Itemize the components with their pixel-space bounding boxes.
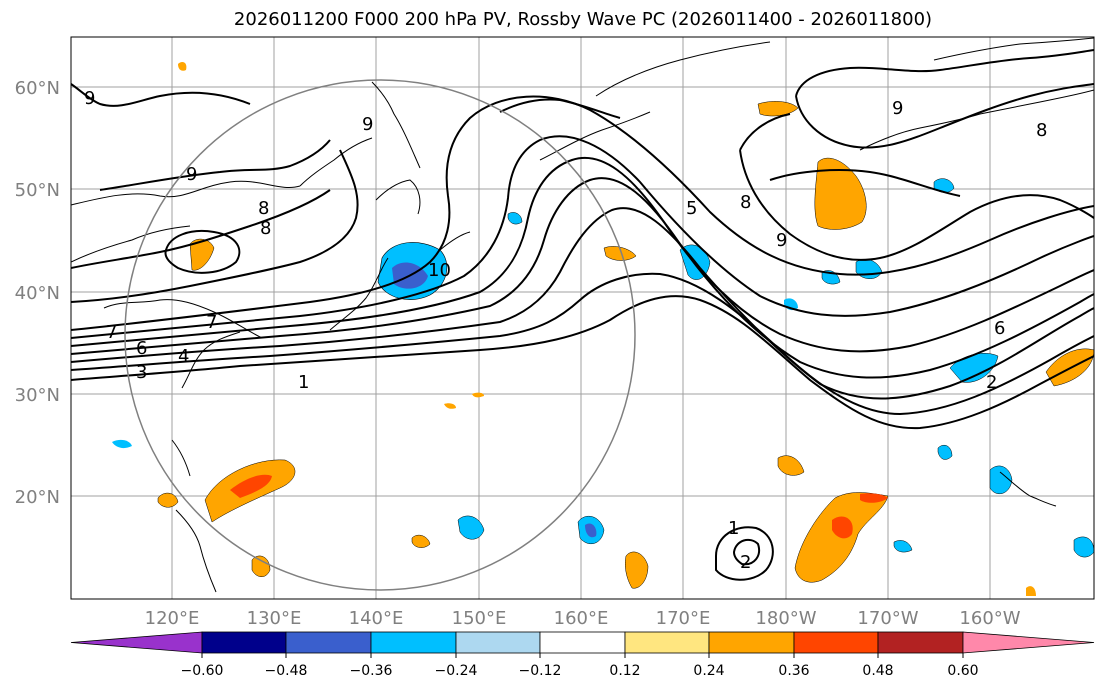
- contour-label: 9: [362, 114, 373, 135]
- contour-label: 9: [84, 88, 95, 109]
- lon-label: 140°E: [349, 608, 404, 629]
- longitude-labels: 120°E 130°E 140°E 150°E 160°E 170°E 180°…: [145, 608, 1021, 629]
- pos-anomaly-9: [603, 246, 637, 261]
- reference-circle: [124, 79, 636, 591]
- colorbar-label: −0.24: [435, 663, 478, 679]
- colorbar-segment: [708, 631, 795, 654]
- lon-label: 120°E: [145, 608, 200, 629]
- colorbar-segment: [370, 631, 457, 654]
- lat-label: 40°N: [15, 283, 60, 304]
- pos-anomaly-3: [814, 157, 867, 230]
- neg-anomaly-4: [457, 515, 485, 540]
- pos-anomaly-10: [251, 555, 271, 577]
- lon-label: 130°E: [247, 608, 302, 629]
- contour-label: 9: [186, 164, 197, 185]
- colorbar-label: 0.24: [693, 663, 724, 679]
- neg-anomaly-10: [507, 212, 523, 225]
- pos-anomaly-2-core: [832, 516, 853, 539]
- latitude-labels: 60°N 50°N 40°N 30°N 20°N: [15, 78, 60, 508]
- colorbar: −0.60 −0.48 −0.36 −0.24 −0.12 0.12 0.24 …: [70, 631, 1095, 679]
- pos-anomaly-6: [777, 455, 805, 476]
- contour-label: 3: [136, 362, 147, 383]
- pos-anomaly-15: [472, 392, 484, 398]
- colorbar-segment: [877, 631, 964, 654]
- colorbar-label: 0.60: [947, 663, 978, 679]
- lon-label: 160°W: [959, 608, 1020, 629]
- lon-label: 170°E: [656, 608, 711, 629]
- pos-anomaly-8: [189, 238, 215, 271]
- pv-contours: [71, 49, 1094, 581]
- pos-anomaly-13: [1026, 586, 1036, 596]
- contour-label: 2: [986, 372, 997, 393]
- contour-label: 6: [136, 338, 147, 359]
- neg-anomaly-12: [112, 439, 132, 449]
- colorbar-extend-max: [962, 631, 1095, 654]
- contour-label: 1: [728, 518, 739, 539]
- neg-anomaly-5: [989, 465, 1013, 495]
- pos-anomaly-11: [157, 492, 179, 508]
- contour-label: 4: [178, 346, 189, 367]
- colorbar-segment: [285, 631, 372, 654]
- neg-anomaly-3-core: [585, 523, 597, 538]
- coastlines: [71, 37, 1094, 593]
- contour-label: 2: [740, 552, 751, 573]
- colorbar-labels: −0.60 −0.48 −0.36 −0.24 −0.12 0.12 0.24 …: [181, 663, 979, 679]
- contour-label: 9: [892, 98, 903, 119]
- contour-label: 9: [776, 230, 787, 251]
- colorbar-label: 0.36: [778, 663, 809, 679]
- lon-label: 180°W: [755, 608, 816, 629]
- colorbar-segment: [624, 631, 710, 654]
- contour-label: 10: [428, 260, 451, 281]
- lat-label: 30°N: [15, 385, 60, 406]
- colorbar-ticks: [201, 653, 964, 658]
- colorbar-label: −0.12: [519, 663, 562, 679]
- contour-label: 8: [1036, 120, 1047, 141]
- contour-label: 6: [994, 318, 1005, 339]
- colorbar-segment: [539, 631, 626, 654]
- colorbar-extend-min: [70, 631, 203, 654]
- lat-label: 20°N: [15, 487, 60, 508]
- lon-label: 160°E: [554, 608, 609, 629]
- contour-label: 7: [206, 312, 217, 333]
- lon-label: 150°E: [452, 608, 507, 629]
- lat-label: 60°N: [15, 78, 60, 99]
- gridlines: [71, 37, 1094, 599]
- pos-anomaly-12: [411, 534, 431, 548]
- lon-label: 170°W: [857, 608, 918, 629]
- contour-label: 7: [106, 322, 117, 343]
- map-panel: 9 9 8 8 7 7 6 4 3 1 9 10 5 8 9 9 8 6 2 1: [70, 36, 1095, 600]
- colorbar-label: 0.12: [609, 663, 640, 679]
- neg-anomaly-11: [937, 445, 953, 460]
- pos-anomaly-7: [625, 551, 649, 589]
- neg-anomaly-13: [893, 540, 913, 553]
- colorbar-segment: [455, 631, 541, 654]
- colorbar-segment: [793, 631, 879, 654]
- colorbar-segments: [70, 631, 1095, 654]
- contour-label: 8: [258, 198, 269, 219]
- contour-labels: 9 9 8 8 7 7 6 4 3 1 9 10 5 8 9 9 8 6 2 1: [84, 88, 1047, 573]
- pos-anomaly-1-core: [230, 474, 272, 498]
- colorbar-segment: [201, 631, 287, 654]
- colorbar-label: 0.48: [862, 663, 893, 679]
- colorbar-label: −0.48: [265, 663, 308, 679]
- pos-anomaly-14: [444, 403, 456, 409]
- colorbar-label: −0.36: [350, 663, 393, 679]
- pos-anomaly-16: [178, 62, 187, 71]
- colorbar-label: −0.60: [181, 663, 224, 679]
- contour-label: 1: [298, 372, 309, 393]
- pos-anomaly-2-core-b: [860, 493, 888, 503]
- lat-label: 50°N: [15, 180, 60, 201]
- contour-label: 5: [686, 198, 697, 219]
- contour-label: 8: [260, 218, 271, 239]
- contour-label: 8: [740, 192, 751, 213]
- pos-anomaly-4: [757, 101, 799, 117]
- map-title: 2026011200 F000 200 hPa PV, Rossby Wave …: [234, 9, 932, 30]
